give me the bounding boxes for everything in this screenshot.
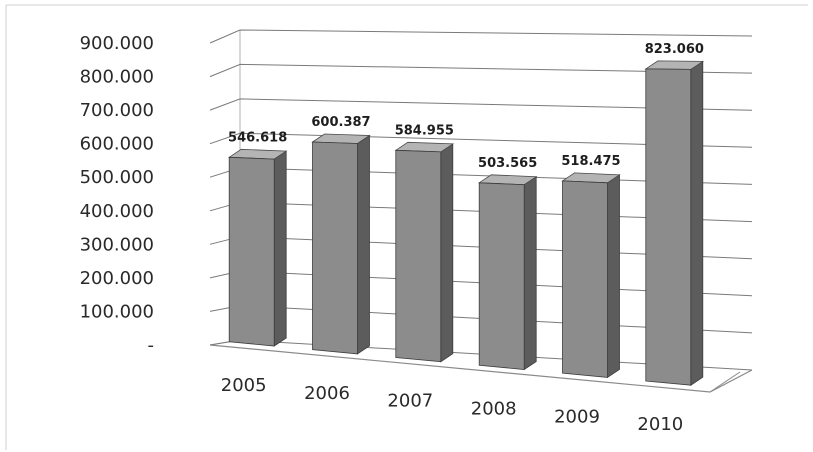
data-label: 546.618 (228, 130, 287, 145)
y-tick-label: 500.000 (80, 167, 154, 188)
y-tick-label: 600.000 (80, 134, 154, 155)
x-tick-label: 2007 (387, 391, 433, 412)
bar-side (607, 174, 620, 379)
x-tick-label: 2008 (471, 398, 517, 419)
data-label: 823.060 (645, 42, 704, 57)
data-labels: 546.618 600.387 584.955 503.565 518.475 823.0… (228, 42, 704, 171)
bar-2006 (311, 133, 371, 355)
x-axis-ticks: 2005 2006 2007 2008 2009 2010 (221, 375, 683, 435)
x-tick-label: 2010 (637, 414, 683, 435)
y-tick-label: 900.000 (80, 33, 154, 54)
bar-side (523, 175, 537, 371)
bar-2005 (227, 148, 288, 347)
bar-2007 (394, 141, 455, 363)
x-tick-label: 2009 (554, 406, 600, 427)
floor-right-edge (709, 371, 741, 393)
y-tick-label: 400.000 (80, 201, 154, 222)
bar-2009 (561, 172, 621, 379)
bar-2010 (644, 60, 705, 386)
bar-side (357, 134, 370, 355)
x-tick-label: 2005 (221, 375, 267, 396)
data-label: 584.955 (395, 123, 454, 138)
data-label: 600.387 (311, 115, 370, 130)
bar-side (440, 143, 454, 363)
data-label: 503.565 (478, 156, 537, 171)
data-label: 518.475 (561, 154, 620, 169)
bar-front (312, 141, 358, 355)
gridline (209, 63, 753, 78)
gridline (209, 29, 753, 44)
gridline (209, 98, 753, 111)
y-tick-label: 800.000 (80, 67, 154, 88)
bar-side (690, 60, 704, 386)
x-tick-label: 2006 (304, 383, 350, 404)
y-tick-label: 300.000 (80, 234, 154, 255)
bar-2008 (477, 174, 538, 371)
bar-front (478, 182, 525, 370)
bars (227, 60, 705, 386)
y-tick-label: - (148, 335, 155, 356)
y-tick-label: 200.000 (80, 268, 154, 289)
gridline (209, 132, 753, 148)
bar-front (562, 180, 608, 378)
bar-front (228, 156, 275, 347)
bar-front (645, 68, 692, 386)
y-tick-label: 100.000 (80, 301, 154, 322)
bar-front (395, 149, 442, 363)
bar-side (273, 150, 287, 347)
y-tick-label: 700.000 (80, 100, 154, 121)
y-axis-ticks: - 100.000 200.000 300.000 400.000 500.000 600.… (80, 33, 154, 356)
